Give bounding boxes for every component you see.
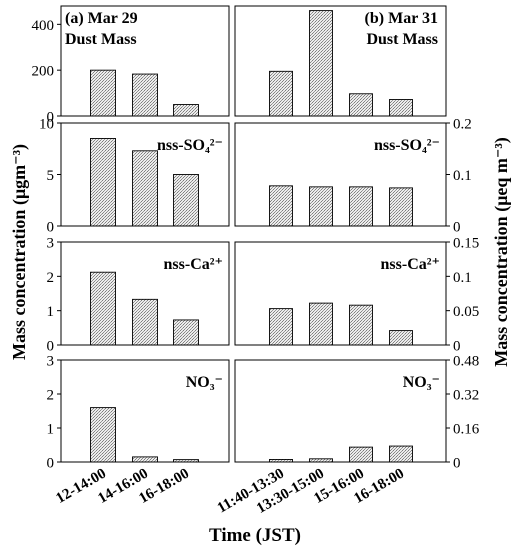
y-tick-label: 3	[47, 354, 55, 370]
bar-12-14:00	[90, 137, 116, 227]
x-axis-label: Time (JST)	[209, 525, 301, 546]
bar-12-14:00	[90, 271, 116, 346]
bar-12-14:00	[90, 407, 116, 463]
bar-16-18:00	[173, 319, 199, 346]
y-tick-label: 0.48	[453, 354, 479, 370]
panel-title: (b) Mar 31	[365, 10, 438, 27]
bar-16-18:00	[389, 445, 413, 463]
bar-16-18:00	[173, 104, 199, 117]
plot-frame	[234, 5, 447, 117]
bar-13:30-15:00	[309, 186, 333, 227]
bar-11:40-13:30	[269, 70, 293, 117]
bar-14-16:00	[132, 150, 158, 227]
y-axis-right-label: Mass concentration (μeq m⁻³)	[491, 137, 512, 367]
plot-frame	[60, 359, 230, 463]
bar-13:30-15:00	[309, 302, 333, 346]
bar-14-16:00	[132, 298, 158, 346]
bar-14-16:00	[132, 73, 158, 117]
y-tick-label: 0.32	[453, 388, 479, 404]
series-label: nss-Ca²⁺	[164, 256, 223, 273]
y-tick-label: 2	[47, 388, 55, 404]
plot-frame	[60, 241, 230, 346]
series-label: nss-Ca²⁺	[381, 256, 440, 273]
bar-16-18:00	[389, 187, 413, 227]
bar-15-16:00	[349, 93, 373, 117]
y-tick-label: 0.15	[453, 236, 479, 252]
y-tick-label: 1	[47, 422, 55, 438]
y-tick-label: 3	[47, 236, 55, 252]
y-tick-label: 0.05	[453, 304, 479, 320]
bar-16-18:00	[389, 330, 413, 346]
y-tick-label: 0.1	[453, 168, 472, 184]
bar-13:30-15:00	[309, 10, 333, 117]
panel-5: 0 1 2 3 nss-Ca²⁺	[47, 236, 230, 355]
bar-16-18:00	[173, 174, 199, 227]
bar-12-14:00	[90, 69, 116, 117]
series-label: Dust Mass	[366, 31, 438, 48]
y-tick-label: 400	[32, 18, 55, 34]
panel-4: 0 0.1 0.2 nss-SO₄²⁻	[234, 117, 472, 236]
panel-3: 0 5 10 nss-SO₄²⁻	[39, 117, 230, 236]
panel-8: 00.160.320.48NO₃⁻11:40-13:3013:30-15:001…	[215, 354, 480, 517]
series-label: nss-SO₄²⁻	[157, 137, 223, 154]
bar-15-16:00	[349, 446, 373, 463]
y-tick-label: 0.2	[453, 117, 472, 133]
y-tick-label: 0.16	[453, 422, 480, 438]
panel-1: 0 200 400 (a) Mar 29 Dust Mass	[32, 5, 230, 126]
y-tick-label: 0	[453, 220, 461, 236]
y-axis-left-label: Mass concentration (μgm⁻³)	[9, 144, 30, 360]
y-tick-label: 0.1	[453, 270, 472, 286]
y-tick-label: 200	[32, 64, 55, 80]
panel-title: (a) Mar 29	[65, 10, 138, 27]
y-tick-label: 2	[47, 270, 55, 286]
bar-15-16:00	[349, 186, 373, 227]
y-tick-label: 1	[47, 304, 55, 320]
bar-15-16:00	[349, 304, 373, 346]
plot-frame	[234, 359, 447, 463]
y-tick-label: 0	[47, 110, 55, 126]
bar-14-16:00	[132, 456, 158, 463]
y-tick-label: 0	[47, 339, 55, 355]
panel-6: 0 0.05 0.1 0.15 nss-Ca²⁺	[234, 236, 479, 355]
series-label: nss-SO₄²⁻	[374, 137, 440, 154]
bar-11:40-13:30	[269, 308, 293, 346]
y-tick-label: 0	[47, 456, 55, 472]
y-tick-label: 5	[47, 168, 55, 184]
y-tick-label: 10	[39, 117, 54, 133]
plot-frame	[60, 5, 230, 117]
y-tick-label: 0	[453, 456, 461, 472]
series-label: Dust Mass	[65, 31, 137, 48]
series-label: NO₃⁻	[403, 374, 440, 391]
panel-2: (b) Mar 31 Dust Mass	[234, 5, 447, 117]
bar-16-18:00	[389, 99, 413, 117]
series-label: NO₃⁻	[186, 374, 223, 391]
bar-11:40-13:30	[269, 185, 293, 227]
y-tick-label: 0	[47, 220, 55, 236]
plot-frame	[234, 241, 447, 346]
y-tick-label: 0	[453, 339, 461, 355]
